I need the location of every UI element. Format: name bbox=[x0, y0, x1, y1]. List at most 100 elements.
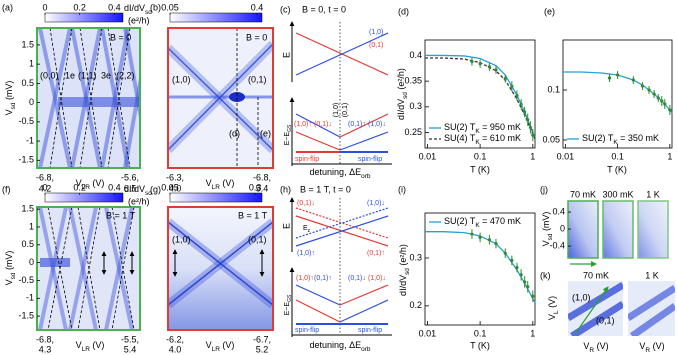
text-part: SU(2) T bbox=[444, 122, 476, 132]
data-point bbox=[470, 60, 474, 64]
image-title: 300 mK bbox=[602, 189, 633, 199]
y-tick-label: -0.4 bbox=[549, 240, 565, 250]
y-tick-label: 0.2 bbox=[409, 300, 422, 310]
colorbar-tick-label: 0.05 bbox=[161, 2, 179, 12]
data-point bbox=[640, 84, 645, 88]
text-part: V bbox=[583, 341, 589, 351]
x-end: 5.4 bbox=[256, 183, 269, 193]
y-tick-label: 0.1 bbox=[547, 84, 560, 94]
y-axis-label: dI/dVsd (e²/h) bbox=[398, 244, 411, 296]
subscript: sd bbox=[10, 102, 17, 109]
diagram-title: B = 0, t = 0 bbox=[302, 4, 346, 14]
text-part: V bbox=[547, 314, 557, 320]
subscript: sd bbox=[547, 233, 554, 240]
diagram-h bbox=[289, 197, 392, 337]
subscript: K bbox=[475, 128, 480, 135]
x-end: 5.4 bbox=[124, 344, 137, 354]
text-part: SU(4) T bbox=[444, 133, 476, 143]
x-end: -5.6, bbox=[121, 172, 139, 182]
colorbar-tick-label: 0.4 bbox=[108, 182, 121, 192]
data-point bbox=[494, 68, 498, 72]
state-label: (1,0)↓ bbox=[367, 200, 385, 207]
panel-label: (d) bbox=[398, 6, 409, 16]
panel-label: (h) bbox=[280, 184, 291, 194]
data-point bbox=[607, 76, 612, 80]
annotation: (1,0) bbox=[572, 292, 591, 302]
x-tick-label: 1 bbox=[530, 328, 535, 338]
y-tick-label: -1.5 bbox=[18, 310, 34, 320]
x-tick-label: 0.1 bbox=[474, 328, 487, 338]
labels: (a) dI/dVsd (e²/h) Vsd (mV) -6.8, 4.2 VL… bbox=[2, 2, 665, 354]
panel-label: (f) bbox=[2, 184, 11, 194]
panel-label: (b) bbox=[150, 2, 161, 12]
x-end: 6.5 bbox=[124, 183, 137, 193]
x-tick-label: 1 bbox=[667, 151, 672, 161]
y-tick-label: 1.5 bbox=[21, 39, 34, 49]
state-label: (1,0) bbox=[369, 29, 383, 36]
data-point bbox=[478, 235, 482, 240]
subscript: orb bbox=[361, 173, 371, 180]
x-axis-label: T (K) bbox=[470, 340, 490, 350]
annotation: (0,1) bbox=[248, 234, 267, 244]
y-tick-label: 0 bbox=[29, 97, 34, 107]
text-part: = 610 mK bbox=[480, 133, 521, 143]
x-axis-label: detuning, ΔEorb bbox=[310, 167, 371, 180]
state-label: (1,0)↑ bbox=[294, 121, 312, 128]
x-axis-label: detuning, ΔEorb bbox=[310, 340, 371, 353]
text-part: E−E bbox=[284, 132, 291, 146]
panel-label: (c) bbox=[280, 4, 291, 14]
data-point bbox=[526, 118, 530, 122]
colorbar-tick-label: 0 bbox=[42, 182, 47, 192]
x-end: -6.8, bbox=[253, 172, 271, 182]
annotation: (2,2) bbox=[116, 70, 135, 80]
text-part: dI/dV bbox=[124, 184, 145, 194]
subscript: sd bbox=[404, 268, 411, 275]
state-label: (0,1)↓ bbox=[297, 200, 315, 207]
text-part: (V) bbox=[547, 296, 557, 311]
x-start: 4.0 bbox=[169, 183, 182, 193]
data-point bbox=[631, 78, 635, 82]
annotation: (1,0) bbox=[172, 234, 191, 244]
x-end: -5.5, bbox=[121, 334, 139, 344]
annotation: 3e bbox=[101, 70, 111, 80]
image-g bbox=[167, 206, 274, 331]
x-start: 4.0 bbox=[169, 344, 182, 354]
text-part: dI/dV bbox=[396, 99, 406, 120]
text-part: (mV) bbox=[541, 212, 551, 234]
y-tick-label: -1.5 bbox=[18, 155, 34, 165]
data-point bbox=[531, 294, 535, 298]
subscript: K bbox=[475, 222, 480, 229]
text-part: dI/dV bbox=[124, 3, 145, 13]
text-part: V bbox=[76, 178, 82, 188]
x-tick-label: 0.01 bbox=[419, 328, 437, 338]
subscript: sd bbox=[10, 272, 17, 279]
x-start: 4.2 bbox=[39, 183, 52, 193]
panel-label: (g) bbox=[150, 184, 161, 194]
y-tick-label: 0.3 bbox=[409, 101, 422, 111]
data-point bbox=[487, 65, 491, 69]
text-part: = 950 mK bbox=[480, 122, 521, 132]
data-point bbox=[510, 84, 514, 88]
annotation: (1,1) bbox=[78, 70, 97, 80]
colorbar-title: dI/dVsd bbox=[124, 3, 152, 16]
annotation: (0,0) bbox=[40, 70, 59, 80]
data-point bbox=[526, 285, 530, 289]
y-axis-label: Vsd (mV) bbox=[541, 212, 554, 247]
colorbar-unit: (e²/h) bbox=[128, 15, 150, 25]
subscript: sd bbox=[145, 9, 152, 16]
spin-flip: spin-flip bbox=[295, 327, 319, 334]
y-tick-label: 1 bbox=[29, 221, 34, 231]
fit-line bbox=[425, 54, 536, 138]
annotation: (d) bbox=[229, 128, 240, 138]
data-point bbox=[660, 99, 664, 103]
x-end: -6.7, bbox=[253, 334, 271, 344]
x-start: -6.3, bbox=[166, 172, 184, 182]
fit-line bbox=[425, 57, 536, 140]
data-point bbox=[523, 280, 527, 284]
state-label: (1,0)↑ bbox=[297, 250, 315, 257]
image-title: 1 K bbox=[646, 189, 660, 199]
subscript: GS bbox=[287, 294, 293, 302]
data-point bbox=[515, 265, 519, 270]
